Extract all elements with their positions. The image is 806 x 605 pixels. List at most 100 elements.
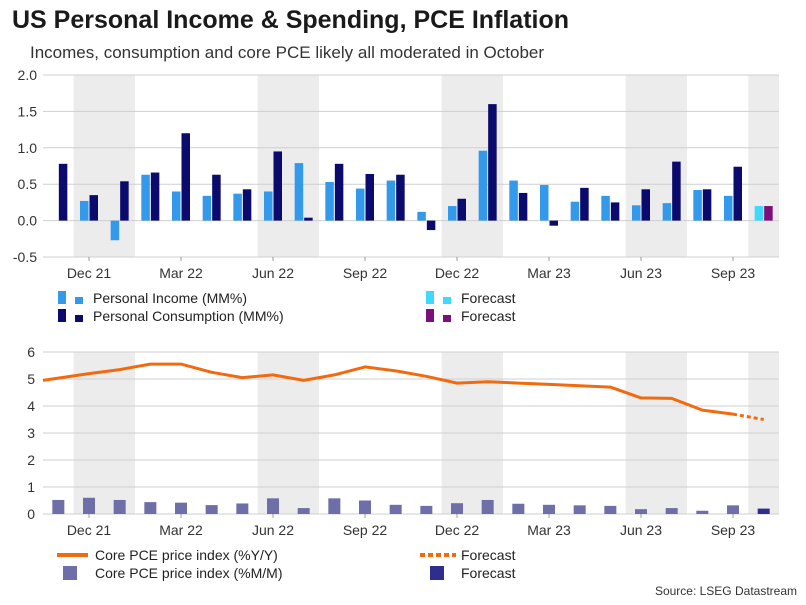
income-bar: [724, 195, 733, 221]
chart2-y-tick-label: 6: [27, 344, 35, 360]
income-bar: [448, 206, 457, 221]
income-bar: [693, 190, 702, 221]
income-bar: [601, 195, 610, 221]
consumption-bar: [672, 161, 681, 221]
income-bar: [662, 203, 672, 221]
core-mm-bar: [543, 504, 555, 514]
core-mm-bar: [573, 505, 586, 514]
consumption-bar: [242, 189, 252, 221]
chart1-shade-band: [73, 75, 135, 257]
chart2-y-tick-label: 4: [27, 398, 35, 414]
income-bar: [356, 188, 365, 221]
consumption-bar: [58, 163, 68, 221]
chart1-x-tick-label: Sep 22: [343, 265, 388, 281]
income-bar: [80, 200, 89, 221]
chart1-shade-band: [748, 75, 779, 257]
legend-income-swatch: [75, 297, 83, 304]
core-mm-bar: [451, 503, 463, 514]
income-bar: [202, 195, 212, 221]
legend-consumption-forecast-swatch: [426, 309, 434, 322]
chart1-y-tick-label: 0.0: [18, 213, 38, 229]
income-bar: [386, 180, 396, 221]
consumption-bar: [702, 189, 712, 221]
chart-title: US Personal Income & Spending, PCE Infla…: [12, 6, 570, 34]
consumption-bar: [150, 172, 160, 221]
core-mm-bar: [359, 500, 371, 514]
consumption-bar: [304, 217, 313, 221]
core-mm-forecast-bar: [757, 508, 770, 514]
chart1-x-tick-label: Dec 21: [67, 265, 112, 281]
income-bar: [632, 205, 641, 221]
consumption-bar: [89, 195, 98, 221]
consumption-bar: [181, 133, 190, 221]
consumption-forecast-bar: [764, 206, 773, 221]
chart1-y-tick-label: 2.0: [18, 67, 38, 83]
core-mm-bar: [635, 509, 647, 514]
chart2-y-tick-label: 5: [27, 371, 35, 387]
core-mm-bar: [236, 503, 249, 514]
income-bar: [570, 201, 580, 221]
consumption-bar: [212, 174, 221, 221]
income-bar: [417, 211, 426, 221]
core-mm-bar: [604, 505, 617, 514]
core-mm-bar: [52, 499, 65, 514]
chart1-shade-band: [257, 75, 319, 257]
legend-core-yoy-label: Core PCE price index (%Y/Y): [95, 547, 278, 563]
chart2-x-tick-label: Sep 23: [711, 522, 756, 538]
core-mm-bar: [727, 505, 739, 514]
legend-core-mm-label: Core PCE price index (%M/M): [95, 565, 283, 581]
chart1-y-tick-label: -0.5: [13, 249, 37, 265]
chart1-x-tick-label: Jun 23: [620, 265, 662, 281]
chart1-y-tick-label: 0.5: [18, 176, 38, 192]
chart2-x-tick-label: Sep 22: [343, 522, 388, 538]
chart1-x-tick-label: Dec 22: [435, 265, 480, 281]
income-bar: [478, 150, 488, 221]
consumption-bar: [610, 202, 620, 221]
core-mm-bar: [205, 505, 218, 514]
consumption-bar: [365, 174, 374, 221]
core-mm-bar: [696, 510, 709, 514]
chart2-x-tick-label: Dec 21: [67, 522, 112, 538]
core-mm-bar: [512, 503, 525, 514]
legend-consumption-swatch: [75, 315, 83, 322]
consumption-bar: [426, 220, 436, 231]
consumption-bar: [488, 104, 497, 221]
core-mm-bar: [113, 499, 126, 514]
income-bar: [141, 174, 150, 221]
core-mm-bar: [481, 499, 494, 514]
chart2-x-tick-label: Mar 22: [159, 522, 203, 538]
income-bar: [172, 191, 181, 221]
consumption-bar: [457, 198, 466, 221]
legend-core-yoy-forecast-label: Forecast: [461, 547, 516, 563]
chart1-x-tick-label: Jun 22: [252, 265, 294, 281]
chart-subtitle: Incomes, consumption and core PCE likely…: [30, 43, 545, 62]
income-bar: [233, 193, 242, 221]
chart2-x-tick-label: Dec 22: [435, 522, 480, 538]
legend-core-mm-swatch: [63, 566, 77, 580]
core-yoy-forecast-line: [732, 412, 764, 421]
chart1-y-tick-label: 1.0: [18, 140, 38, 156]
legend-core-mm-forecast-swatch: [430, 566, 444, 580]
core-mm-bar: [267, 498, 279, 514]
consumption-bar: [273, 151, 282, 221]
source-note: Source: LSEG Datastream: [654, 584, 797, 598]
chart1-y-tick-label: 1.5: [18, 103, 38, 119]
consumption-bar: [396, 174, 405, 221]
income-bar: [325, 182, 334, 221]
income-bar: [110, 220, 120, 241]
legend-core-mm-forecast-label: Forecast: [461, 565, 516, 581]
core-mm-bar: [83, 497, 95, 514]
income-bar: [540, 184, 549, 221]
core-mm-bar: [328, 498, 341, 514]
consumption-bar: [580, 187, 589, 221]
chart1-x-tick-label: Sep 23: [711, 265, 756, 281]
income-bar: [264, 191, 273, 221]
core-mm-bar: [297, 508, 310, 514]
consumption-bar: [120, 181, 129, 221]
consumption-bar: [549, 220, 558, 226]
core-yoy-line: [42, 362, 734, 416]
chart2-y-tick-label: 1: [27, 479, 35, 495]
legend-income-label: Personal Income (MM%): [93, 290, 247, 306]
core-mm-bar: [420, 505, 433, 514]
